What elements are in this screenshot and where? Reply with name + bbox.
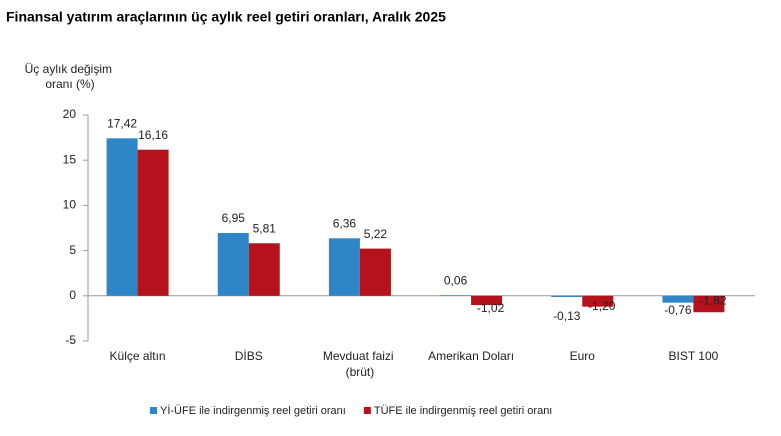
value-label: -0,13 [553,309,581,323]
value-label: 6,36 [333,216,357,230]
y-tick-label: 10 [63,198,77,212]
x-tick-label: Amerikan Doları [428,349,514,363]
y-tick-label: -5 [65,333,76,347]
x-tick-label: BIST 100 [669,349,719,363]
x-tick-label: Euro [570,349,596,363]
legend-swatch [150,407,157,414]
bar [693,295,725,313]
bar [106,138,138,296]
value-label: 16,16 [138,128,168,142]
bar [551,295,583,297]
value-label: -1,20 [588,299,616,313]
y-axis-label: Üç aylık değişim oranı (%) [25,62,116,91]
value-label: 5,81 [253,221,277,235]
value-label: -1,02 [477,301,505,315]
x-tick-label: Külçe altın [110,349,166,363]
y-tick-label: 5 [69,243,76,257]
bar [359,248,391,296]
value-label: -1,82 [699,294,727,308]
bar [137,149,169,296]
bar [471,295,503,306]
y-tick-label: 0 [69,288,76,302]
bar [440,295,472,296]
bar [662,295,694,303]
bar [328,238,360,296]
bar [582,295,614,307]
bar [248,243,280,296]
value-label: 6,95 [222,211,246,225]
y-tick-label: 15 [63,152,77,166]
legend-label: TÜFE ile indirgenmiş reel getiri oranı [374,405,553,417]
x-tick-label: DİBS [235,349,263,363]
value-label: -0,76 [664,303,692,317]
bar [217,232,249,296]
value-label: 0,06 [444,273,468,287]
x-tick-label: Mevduat faizi (brüt) [323,349,397,379]
value-label: 17,42 [107,116,137,130]
chart-title: Finansal yatırım araçlarının üç aylık re… [6,9,446,25]
legend-swatch [363,407,371,414]
y-tick-label: 20 [63,107,77,121]
value-label: 5,22 [364,227,388,241]
legend-label: Yİ-ÜFE ile indirgenmiş reel getiri oranı [160,404,346,417]
